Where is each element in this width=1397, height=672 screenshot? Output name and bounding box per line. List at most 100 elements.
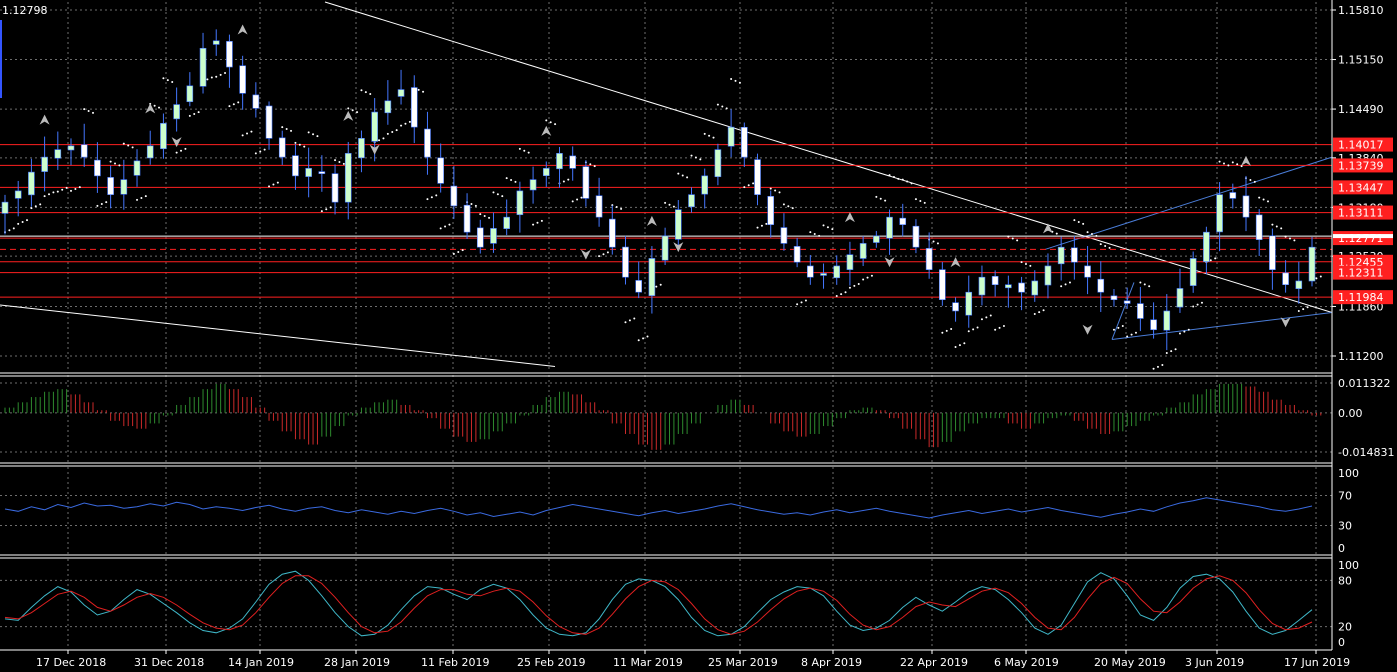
- psar-dot: [980, 318, 983, 321]
- level-label: 1.12311: [1338, 267, 1384, 280]
- candle-body: [186, 85, 194, 103]
- psar-dot: [351, 109, 354, 112]
- psar-dot: [994, 328, 997, 331]
- oscillator-panel[interactable]: 0.011322 0.00 -0.014831: [0, 375, 1394, 462]
- price-tick-label: 1.15810: [1338, 4, 1384, 17]
- channel-line-connector: [1111, 282, 1135, 340]
- candle-body: [305, 168, 312, 177]
- psar-dot: [501, 195, 504, 198]
- psar-dot: [1042, 309, 1045, 312]
- psar-dot: [430, 196, 433, 199]
- psar-dot: [1121, 324, 1124, 327]
- psar-dot: [1126, 335, 1129, 338]
- candle-body: [569, 155, 576, 169]
- psar-dot: [989, 314, 992, 317]
- psar-dot: [34, 205, 37, 208]
- psar-dot: [1073, 219, 1076, 222]
- psar-dot: [1130, 333, 1133, 336]
- stochastic-tick-label: 100: [1338, 559, 1359, 572]
- psar-dot: [232, 103, 235, 106]
- candle-body: [80, 144, 88, 158]
- psar-dot: [382, 137, 385, 140]
- psar-dot: [290, 129, 293, 132]
- candle-body: [754, 159, 761, 195]
- candle-body: [1176, 288, 1184, 308]
- date-tick-label: 28 Jan 2019: [324, 656, 390, 669]
- psar-dot: [1231, 161, 1234, 164]
- psar-dot: [1156, 365, 1159, 368]
- candle-body: [384, 100, 392, 114]
- psar-dot: [1306, 306, 1309, 309]
- psar-dot: [1152, 367, 1155, 370]
- candle-body: [807, 265, 814, 278]
- trend-lines[interactable]: [0, 1, 1333, 368]
- horizontal-levels[interactable]: [0, 144, 1332, 298]
- candle-body: [41, 156, 48, 172]
- candle-body: [727, 126, 735, 147]
- psar-dot: [945, 329, 948, 332]
- candle-body: [1255, 214, 1263, 240]
- candle-body: [146, 145, 154, 159]
- candle-body: [437, 157, 444, 184]
- candle-body: [199, 47, 207, 87]
- psar-dot: [1218, 160, 1221, 163]
- candle-body: [1137, 303, 1144, 319]
- psar-dot: [628, 319, 631, 322]
- candle-body: [14, 190, 22, 199]
- fractal-up-arrow: [1042, 223, 1053, 234]
- psar-dot: [197, 111, 200, 114]
- psar-dot: [1068, 281, 1071, 284]
- psar-dot: [571, 200, 574, 203]
- panel-separators[interactable]: [0, 0, 1333, 651]
- psar-dot: [417, 88, 420, 91]
- psar-dot: [1280, 227, 1283, 230]
- psar-dot: [153, 104, 156, 107]
- stochastic-axis: 100 80 20 0: [1338, 559, 1359, 649]
- rsi-panel[interactable]: 100 70 30 0: [0, 467, 1359, 555]
- candle-body: [1123, 300, 1131, 304]
- psar-dot: [1060, 285, 1063, 288]
- psar-dot: [215, 75, 218, 78]
- psar-dot: [386, 132, 389, 135]
- candle-body: [767, 196, 775, 225]
- psar-dot: [756, 226, 759, 229]
- oscillator-axis: 0.011322 0.00 -0.014831: [1338, 377, 1394, 459]
- psar-dot: [765, 222, 768, 225]
- candle-body: [886, 216, 893, 239]
- price-tick-label: 1.14490: [1338, 103, 1384, 116]
- psar-dot: [219, 73, 222, 76]
- psar-dot: [70, 189, 73, 192]
- candle-body: [516, 190, 524, 216]
- psar-dot: [171, 81, 174, 84]
- psar-dot: [888, 174, 891, 177]
- psar-dot: [853, 284, 856, 287]
- psar-dot: [730, 78, 733, 81]
- candle-body: [1308, 246, 1316, 282]
- stochastic-panel[interactable]: 100 80 20 0: [0, 559, 1359, 649]
- candle-body: [344, 153, 352, 203]
- psar-dot: [100, 203, 103, 206]
- psar-dot: [923, 201, 926, 204]
- psar-dot: [422, 90, 425, 93]
- psar-dot: [1086, 231, 1089, 234]
- psar-dot: [400, 124, 403, 127]
- candle-body: [54, 149, 62, 159]
- psar-dot: [567, 178, 570, 181]
- level-label: 1.11984: [1338, 291, 1384, 304]
- psar-dot: [787, 205, 790, 208]
- level-label-box: [1333, 180, 1393, 195]
- psar-dot: [303, 145, 306, 148]
- psar-dot: [122, 142, 125, 145]
- psar-dot: [1064, 283, 1067, 286]
- candle-body: [239, 65, 246, 94]
- psar-dot: [21, 221, 24, 224]
- scroll-marker[interactable]: [0, 20, 2, 98]
- psar-dot: [188, 114, 191, 117]
- psar-dot: [518, 147, 521, 150]
- psar-dot: [470, 203, 473, 206]
- candle-body: [1229, 192, 1237, 199]
- trend-line-upper-white: [324, 1, 1333, 313]
- psar-dot: [884, 199, 887, 202]
- price-panel[interactable]: 1.12798 1.158101.151501.144901.138401.13…: [0, 1, 1393, 372]
